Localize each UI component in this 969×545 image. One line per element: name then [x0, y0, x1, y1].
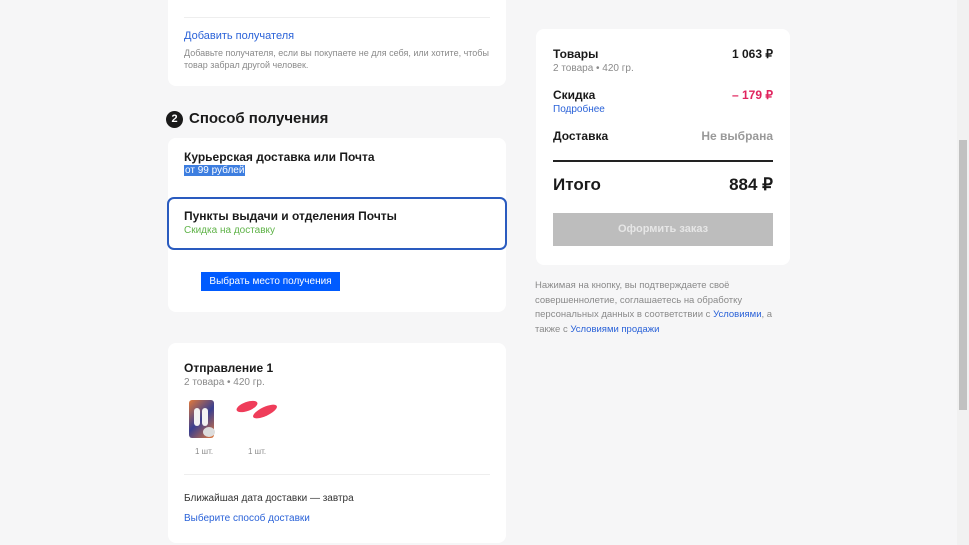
shipment-title: Отправление 1: [184, 361, 274, 375]
discount-details-link[interactable]: Подробнее: [553, 104, 605, 115]
scrollbar-thumb[interactable]: [959, 140, 967, 410]
option-subtitle: от 99 рублей: [184, 165, 246, 176]
option-subtitle: Скидка на доставку: [184, 225, 276, 236]
delivery-option-pickup[interactable]: Пункты выдачи и отделения Почты Скидка н…: [167, 197, 507, 250]
delivery-value: Не выбрана: [701, 129, 773, 143]
delivery-section-title: Способ получения: [189, 110, 329, 127]
item-qty: 1 шт.: [248, 447, 267, 456]
option-title: Пункты выдачи и отделения Почты: [184, 209, 397, 223]
order-summary-card: Товары 2 товара • 420 гр. 1 063 ₽ Скидка…: [536, 29, 790, 265]
product-image-1[interactable]: [189, 400, 215, 438]
recipient-hint: Добавьте получателя, если вы покупаете н…: [184, 48, 489, 70]
discount-label: Скидка: [553, 88, 596, 102]
product-image-2[interactable]: [234, 398, 280, 422]
goods-value: 1 063 ₽: [732, 47, 773, 61]
goods-label: Товары: [553, 47, 599, 61]
divider: [184, 474, 490, 475]
scrollbar-track[interactable]: [957, 0, 969, 545]
choose-delivery-link[interactable]: Выберите способ доставки: [184, 513, 310, 524]
legal-text: Нажимая на кнопку, вы подтверждаете своё…: [535, 279, 780, 337]
item-qty: 1 шт.: [195, 447, 214, 456]
delivery-option-courier[interactable]: Курьерская доставка или Почта от 99 рубл…: [168, 138, 506, 190]
nearest-date: Ближайшая дата доставки — завтра: [184, 493, 354, 504]
legal-text-1: Нажимая на кнопку, вы подтверждаете своё…: [535, 280, 743, 320]
sale-terms-link[interactable]: Условиями продажи: [570, 323, 660, 335]
terms-link[interactable]: Условиями: [713, 309, 762, 320]
goods-meta: 2 товара • 420 гр.: [553, 63, 634, 74]
total-label: Итого: [553, 175, 601, 194]
recipient-card: Добавить получателя Добавьте получателя,…: [168, 0, 506, 86]
step-badge: 2: [166, 111, 183, 128]
shipment-card: Отправление 1 2 товара • 420 гр. 1 шт. 1…: [168, 343, 506, 543]
add-recipient-link[interactable]: Добавить получателя: [184, 30, 295, 42]
divider: [553, 160, 773, 162]
option-title: Курьерская доставка или Почта: [184, 150, 375, 164]
shipment-meta: 2 товара • 420 гр.: [184, 377, 265, 388]
checkout-button[interactable]: Оформить заказ: [553, 213, 773, 246]
discount-value: – 179 ₽: [732, 88, 773, 102]
legal-text-2: , а также с: [535, 309, 773, 335]
total-value: 884 ₽: [729, 175, 773, 194]
delivery-label: Доставка: [553, 129, 609, 143]
choose-pickup-button[interactable]: Выбрать место получения: [201, 272, 340, 291]
divider: [184, 17, 490, 18]
